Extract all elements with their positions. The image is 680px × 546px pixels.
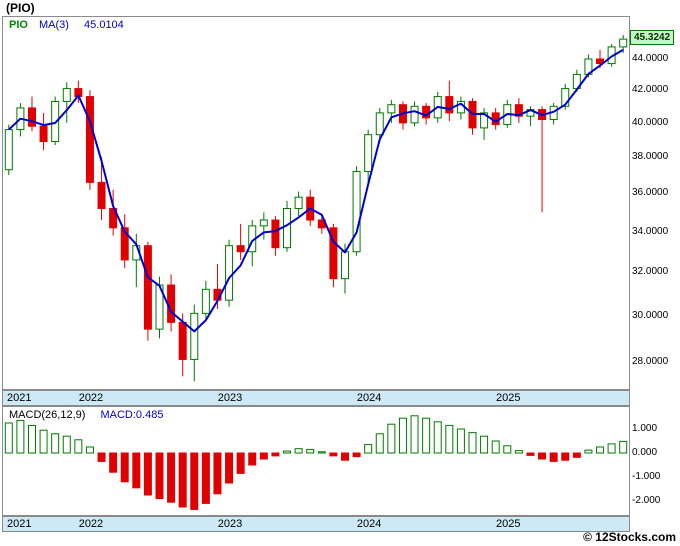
year-label: 2023 xyxy=(217,518,243,530)
price-axis-label: 32.0000 xyxy=(632,266,669,277)
copyright-watermark[interactable]: © 12Stocks.com xyxy=(583,530,676,544)
year-label: 2022 xyxy=(78,392,104,404)
last-price-tag: 45.3242 xyxy=(630,30,675,45)
macd-axis-label: 0.000 xyxy=(632,447,658,458)
legend-ma-value: 45.0104 xyxy=(84,19,124,31)
price-axis-label: 44.0000 xyxy=(632,53,669,64)
price-axis-label: 30.0000 xyxy=(632,310,669,321)
macd-axis-label: -2.000 xyxy=(632,495,661,506)
macd-histogram-chart xyxy=(4,415,628,510)
macd-axis-label: -1.000 xyxy=(632,471,661,482)
year-label: 2024 xyxy=(356,518,382,530)
macd-axis-label: 1.000 xyxy=(632,423,658,434)
price-axis-label: 28.0000 xyxy=(632,356,669,367)
candlestick-chart xyxy=(4,35,628,382)
price-axis-label: 34.0000 xyxy=(632,226,669,237)
legend-symbol: PIO xyxy=(9,19,28,31)
price-axis-label: 36.0000 xyxy=(632,187,669,198)
x-axis-year-band-bottom: 2021 2022 2023 2024 2025 xyxy=(2,516,630,532)
macd-legend: MACD(26,12,9) MACD:0.485 xyxy=(9,409,163,421)
year-label: 2021 xyxy=(7,518,32,530)
price-axis-label: 38.0000 xyxy=(632,151,669,162)
legend-ma-label: MA(3) xyxy=(39,19,69,31)
symbol-title: (PIO) xyxy=(6,1,35,15)
price-legend: PIO MA(3) 45.0104 xyxy=(9,19,124,31)
year-label: 2025 xyxy=(496,392,521,404)
macd-chart-panel: MACD(26,12,9) MACD:0.485 xyxy=(2,406,630,516)
year-label: 2023 xyxy=(217,392,243,404)
macd-params-label: MACD(26,12,9) xyxy=(9,409,86,421)
price-chart-panel: PIO MA(3) 45.0104 xyxy=(2,16,630,390)
year-label: 2024 xyxy=(356,392,382,404)
year-label: 2022 xyxy=(78,518,104,530)
x-axis-year-band-top: 2021 2022 2023 2024 2025 xyxy=(2,390,630,406)
year-label: 2021 xyxy=(7,392,32,404)
macd-value-label: MACD:0.485 xyxy=(100,409,164,421)
year-label: 2025 xyxy=(496,518,521,530)
price-axis-label: 40.0000 xyxy=(632,117,669,128)
price-axis-label: 42.0000 xyxy=(632,84,669,95)
